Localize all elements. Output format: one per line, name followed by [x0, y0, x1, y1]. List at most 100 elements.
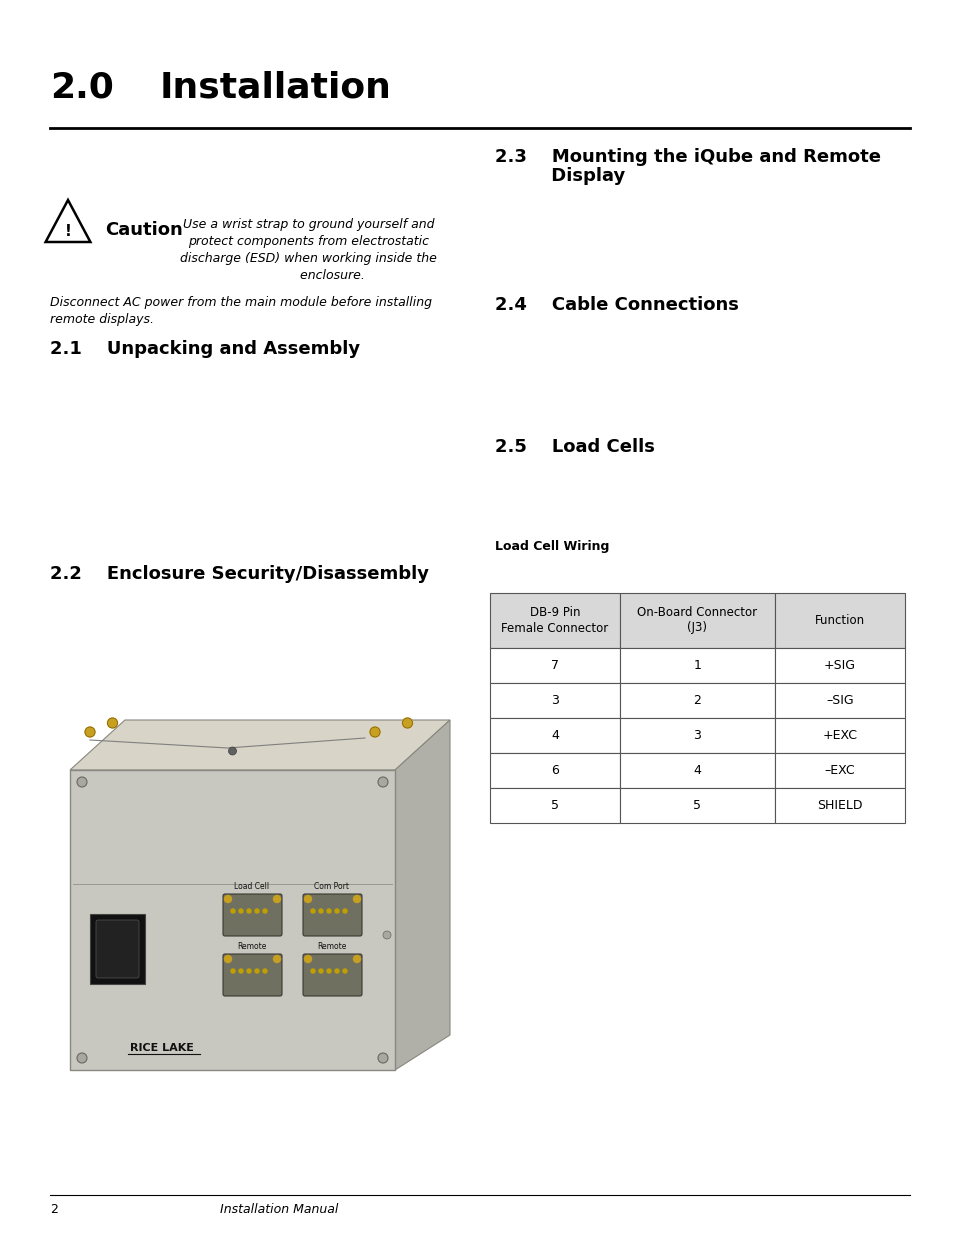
- Polygon shape: [70, 720, 450, 769]
- Text: 5: 5: [693, 799, 700, 811]
- Text: Caution: Caution: [105, 221, 183, 240]
- Circle shape: [311, 909, 314, 913]
- Circle shape: [335, 909, 338, 913]
- Circle shape: [311, 969, 314, 973]
- Text: 2: 2: [693, 694, 700, 706]
- Text: Com Port: Com Port: [314, 882, 349, 890]
- Text: +EXC: +EXC: [821, 729, 857, 742]
- Circle shape: [224, 956, 232, 962]
- Circle shape: [370, 727, 379, 737]
- Circle shape: [247, 969, 251, 973]
- Text: Display: Display: [495, 167, 624, 185]
- Circle shape: [354, 956, 360, 962]
- Text: On-Board Connector
(J3): On-Board Connector (J3): [637, 606, 757, 635]
- FancyBboxPatch shape: [774, 593, 904, 648]
- FancyBboxPatch shape: [490, 718, 619, 753]
- Text: SHIELD: SHIELD: [817, 799, 862, 811]
- Circle shape: [377, 1053, 388, 1063]
- Circle shape: [108, 718, 117, 727]
- Circle shape: [85, 727, 95, 737]
- Circle shape: [343, 969, 347, 973]
- FancyBboxPatch shape: [303, 953, 361, 995]
- FancyBboxPatch shape: [90, 914, 145, 984]
- Circle shape: [254, 909, 258, 913]
- Circle shape: [239, 969, 243, 973]
- FancyBboxPatch shape: [490, 593, 619, 648]
- Text: !: !: [65, 225, 71, 240]
- Text: 7: 7: [551, 659, 558, 672]
- Text: +SIG: +SIG: [823, 659, 855, 672]
- FancyBboxPatch shape: [774, 788, 904, 823]
- Text: –SIG: –SIG: [825, 694, 853, 706]
- Text: RICE LAKE: RICE LAKE: [130, 1044, 193, 1053]
- Circle shape: [304, 895, 312, 903]
- Text: 6: 6: [551, 764, 558, 777]
- Text: Function: Function: [814, 614, 864, 627]
- Circle shape: [263, 909, 267, 913]
- FancyBboxPatch shape: [619, 753, 774, 788]
- Circle shape: [327, 909, 331, 913]
- FancyBboxPatch shape: [619, 718, 774, 753]
- Text: 2.1    Unpacking and Assembly: 2.1 Unpacking and Assembly: [50, 340, 359, 358]
- Circle shape: [382, 931, 391, 939]
- Polygon shape: [395, 720, 450, 1070]
- Text: Remote: Remote: [317, 942, 346, 951]
- FancyBboxPatch shape: [619, 788, 774, 823]
- Text: 5: 5: [551, 799, 558, 811]
- Circle shape: [377, 777, 388, 787]
- Circle shape: [343, 909, 347, 913]
- FancyBboxPatch shape: [490, 683, 619, 718]
- Circle shape: [263, 969, 267, 973]
- FancyBboxPatch shape: [774, 683, 904, 718]
- Text: 3: 3: [693, 729, 700, 742]
- Circle shape: [224, 895, 232, 903]
- Text: 2: 2: [50, 1203, 58, 1216]
- Circle shape: [327, 969, 331, 973]
- Circle shape: [231, 969, 234, 973]
- FancyBboxPatch shape: [619, 593, 774, 648]
- Circle shape: [77, 777, 87, 787]
- Text: 2.2    Enclosure Security/Disassembly: 2.2 Enclosure Security/Disassembly: [50, 564, 429, 583]
- Text: Remote: Remote: [237, 942, 267, 951]
- Text: 1: 1: [693, 659, 700, 672]
- FancyBboxPatch shape: [619, 683, 774, 718]
- Text: –EXC: –EXC: [823, 764, 855, 777]
- Circle shape: [354, 895, 360, 903]
- Circle shape: [77, 1053, 87, 1063]
- Circle shape: [247, 909, 251, 913]
- Circle shape: [274, 956, 280, 962]
- Text: Use a wrist strap to ground yourself and
protect components from electrostatic
d: Use a wrist strap to ground yourself and…: [180, 219, 436, 282]
- Circle shape: [318, 909, 323, 913]
- FancyBboxPatch shape: [774, 648, 904, 683]
- FancyBboxPatch shape: [619, 648, 774, 683]
- Text: DB-9 Pin
Female Connector: DB-9 Pin Female Connector: [501, 606, 608, 635]
- Circle shape: [335, 969, 338, 973]
- FancyBboxPatch shape: [774, 753, 904, 788]
- FancyBboxPatch shape: [774, 718, 904, 753]
- FancyBboxPatch shape: [223, 953, 282, 995]
- Text: 2.4    Cable Connections: 2.4 Cable Connections: [495, 296, 739, 314]
- Text: 3: 3: [551, 694, 558, 706]
- FancyBboxPatch shape: [96, 920, 139, 978]
- Text: Load Cell: Load Cell: [234, 882, 270, 890]
- FancyBboxPatch shape: [490, 648, 619, 683]
- FancyBboxPatch shape: [223, 894, 282, 936]
- FancyBboxPatch shape: [303, 894, 361, 936]
- Text: 2.5    Load Cells: 2.5 Load Cells: [495, 438, 654, 456]
- Text: 2.3    Mounting the iQube and Remote: 2.3 Mounting the iQube and Remote: [495, 148, 880, 165]
- FancyBboxPatch shape: [490, 788, 619, 823]
- Circle shape: [318, 969, 323, 973]
- Circle shape: [402, 718, 412, 727]
- FancyBboxPatch shape: [70, 769, 395, 1070]
- Circle shape: [229, 747, 236, 755]
- FancyBboxPatch shape: [490, 753, 619, 788]
- Circle shape: [274, 895, 280, 903]
- Circle shape: [304, 956, 312, 962]
- Circle shape: [231, 909, 234, 913]
- Text: Installation Manual: Installation Manual: [220, 1203, 338, 1216]
- Circle shape: [254, 969, 258, 973]
- Text: Installation: Installation: [160, 70, 392, 105]
- Text: Disconnect AC power from the main module before installing
remote displays.: Disconnect AC power from the main module…: [50, 296, 432, 326]
- Text: Load Cell Wiring: Load Cell Wiring: [495, 540, 609, 553]
- Text: 2.0: 2.0: [50, 70, 113, 105]
